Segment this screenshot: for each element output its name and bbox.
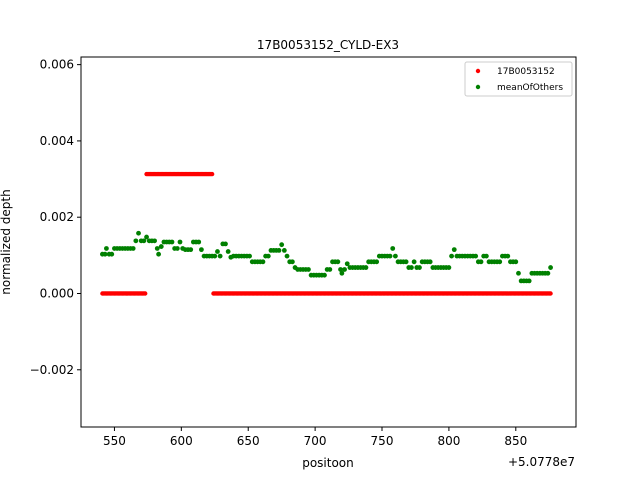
chart-title: 17B0053152_CYLD-EX3 bbox=[257, 38, 399, 52]
data-point-meanOfOthers bbox=[322, 272, 327, 278]
x-tick-label: 600 bbox=[170, 434, 193, 448]
data-point-meanOfOthers bbox=[156, 251, 161, 257]
x-tick-label: 650 bbox=[237, 434, 260, 448]
x-axis-offset: +5.0778e7 bbox=[508, 455, 575, 469]
y-tick-label: 0.006 bbox=[40, 58, 74, 72]
x-tick-label: 800 bbox=[437, 434, 460, 448]
data-point-meanOfOthers bbox=[335, 259, 341, 265]
legend: 17B0053152 meanOfOthers bbox=[464, 61, 573, 97]
x-axis-title: positoon bbox=[302, 456, 354, 470]
data-point-meanOfOthers bbox=[212, 253, 218, 259]
data-point-meanOfOthers bbox=[281, 247, 287, 253]
legend-marker-17B0053152 bbox=[475, 68, 481, 74]
legend-label-17B0053152: 17B0053152 bbox=[497, 67, 555, 77]
data-point-meanOfOthers bbox=[188, 247, 194, 253]
data-point-meanOfOthers bbox=[344, 261, 350, 267]
data-point-meanOfOthers bbox=[154, 246, 160, 251]
y-tick-label: 0.004 bbox=[40, 134, 74, 148]
data-point-meanOfOthers bbox=[199, 247, 204, 253]
data-point-meanOfOthers bbox=[217, 253, 223, 259]
y-tick-label: −0.002 bbox=[30, 363, 74, 377]
data-point-meanOfOthers bbox=[130, 246, 136, 251]
x-tick-label: 550 bbox=[103, 434, 126, 448]
data-point-meanOfOthers bbox=[409, 265, 414, 270]
data-point-meanOfOthers bbox=[327, 267, 333, 272]
y-tick-label: 0.000 bbox=[40, 286, 74, 300]
data-point-meanOfOthers bbox=[133, 238, 139, 244]
data-point-meanOfOthers bbox=[104, 246, 109, 251]
x-tick-label: 750 bbox=[371, 434, 394, 448]
data-point-meanOfOthers bbox=[196, 239, 202, 245]
data-point-meanOfOthers bbox=[392, 253, 398, 259]
data-point-meanOfOthers bbox=[276, 247, 282, 253]
data-point-meanOfOthers bbox=[158, 244, 164, 249]
plot-area bbox=[80, 56, 577, 428]
data-point-meanOfOthers bbox=[169, 239, 175, 245]
data-point-meanOfOthers bbox=[306, 267, 311, 272]
data-point-meanOfOthers bbox=[144, 234, 149, 240]
data-point-meanOfOthers bbox=[390, 246, 396, 251]
data-point-meanOfOthers bbox=[513, 259, 519, 265]
data-point-meanOfOthers bbox=[152, 238, 157, 244]
data-point-meanOfOthers bbox=[473, 253, 479, 259]
x-axis: 550 600 650 700 750 800 850 bbox=[103, 427, 527, 448]
data-point-meanOfOthers bbox=[289, 259, 295, 265]
legend-label-meanOfOthers: meanOfOthers bbox=[497, 83, 563, 93]
data-point-meanOfOthers bbox=[403, 259, 409, 265]
legend-marker-meanOfOthers bbox=[475, 84, 481, 90]
data-point-meanOfOthers bbox=[339, 270, 345, 276]
data-point-meanOfOthers bbox=[338, 267, 343, 272]
data-point-meanOfOthers bbox=[109, 251, 115, 257]
data-point-meanOfOthers bbox=[177, 239, 183, 245]
data-point-meanOfOthers bbox=[411, 259, 417, 265]
data-point-meanOfOthers bbox=[505, 253, 511, 259]
data-point-meanOfOthers bbox=[279, 242, 285, 248]
data-point-meanOfOthers bbox=[451, 247, 457, 253]
data-point-meanOfOthers bbox=[417, 265, 422, 270]
data-point-meanOfOthers bbox=[174, 246, 180, 251]
data-point-meanOfOthers bbox=[102, 251, 108, 257]
data-point-meanOfOthers bbox=[141, 238, 147, 244]
data-point-meanOfOthers bbox=[483, 253, 489, 259]
data-point-meanOfOthers bbox=[497, 259, 503, 265]
data-point-meanOfOthers bbox=[136, 230, 141, 236]
data-point-meanOfOthers bbox=[548, 265, 553, 270]
data-point-meanOfOthers bbox=[516, 270, 521, 276]
data-point-meanOfOthers bbox=[427, 259, 433, 265]
data-point-meanOfOthers bbox=[478, 259, 484, 265]
data-point-meanOfOthers bbox=[342, 267, 347, 272]
legend-box bbox=[464, 61, 573, 97]
data-point-meanOfOthers bbox=[247, 253, 252, 259]
data-point-meanOfOthers bbox=[446, 265, 452, 270]
data-point-meanOfOthers bbox=[449, 253, 454, 259]
data-point-meanOfOthers bbox=[225, 249, 231, 254]
data-point-meanOfOthers bbox=[265, 253, 271, 259]
x-tick-label: 850 bbox=[504, 434, 527, 448]
data-point-meanOfOthers bbox=[223, 241, 228, 247]
y-axis-title: normalized depth bbox=[0, 189, 13, 294]
data-point-17B0053152 bbox=[143, 291, 148, 296]
data-point-meanOfOthers bbox=[363, 265, 369, 270]
data-point-meanOfOthers bbox=[387, 253, 393, 259]
y-axis: −0.002 0.000 0.002 0.004 0.006 bbox=[30, 58, 81, 377]
y-tick-label: 0.002 bbox=[40, 210, 74, 224]
series-meanOfOthers bbox=[100, 230, 553, 284]
data-point-meanOfOthers bbox=[284, 253, 290, 259]
data-point-17B0053152 bbox=[548, 291, 553, 296]
series-17B0053152 bbox=[100, 171, 553, 296]
data-point-meanOfOthers bbox=[526, 278, 532, 284]
data-point-meanOfOthers bbox=[215, 249, 220, 254]
data-point-17B0053152 bbox=[209, 171, 215, 177]
data-point-meanOfOthers bbox=[374, 259, 380, 265]
data-point-meanOfOthers bbox=[260, 259, 266, 265]
data-point-meanOfOthers bbox=[545, 270, 551, 276]
x-tick-label: 700 bbox=[304, 434, 327, 448]
